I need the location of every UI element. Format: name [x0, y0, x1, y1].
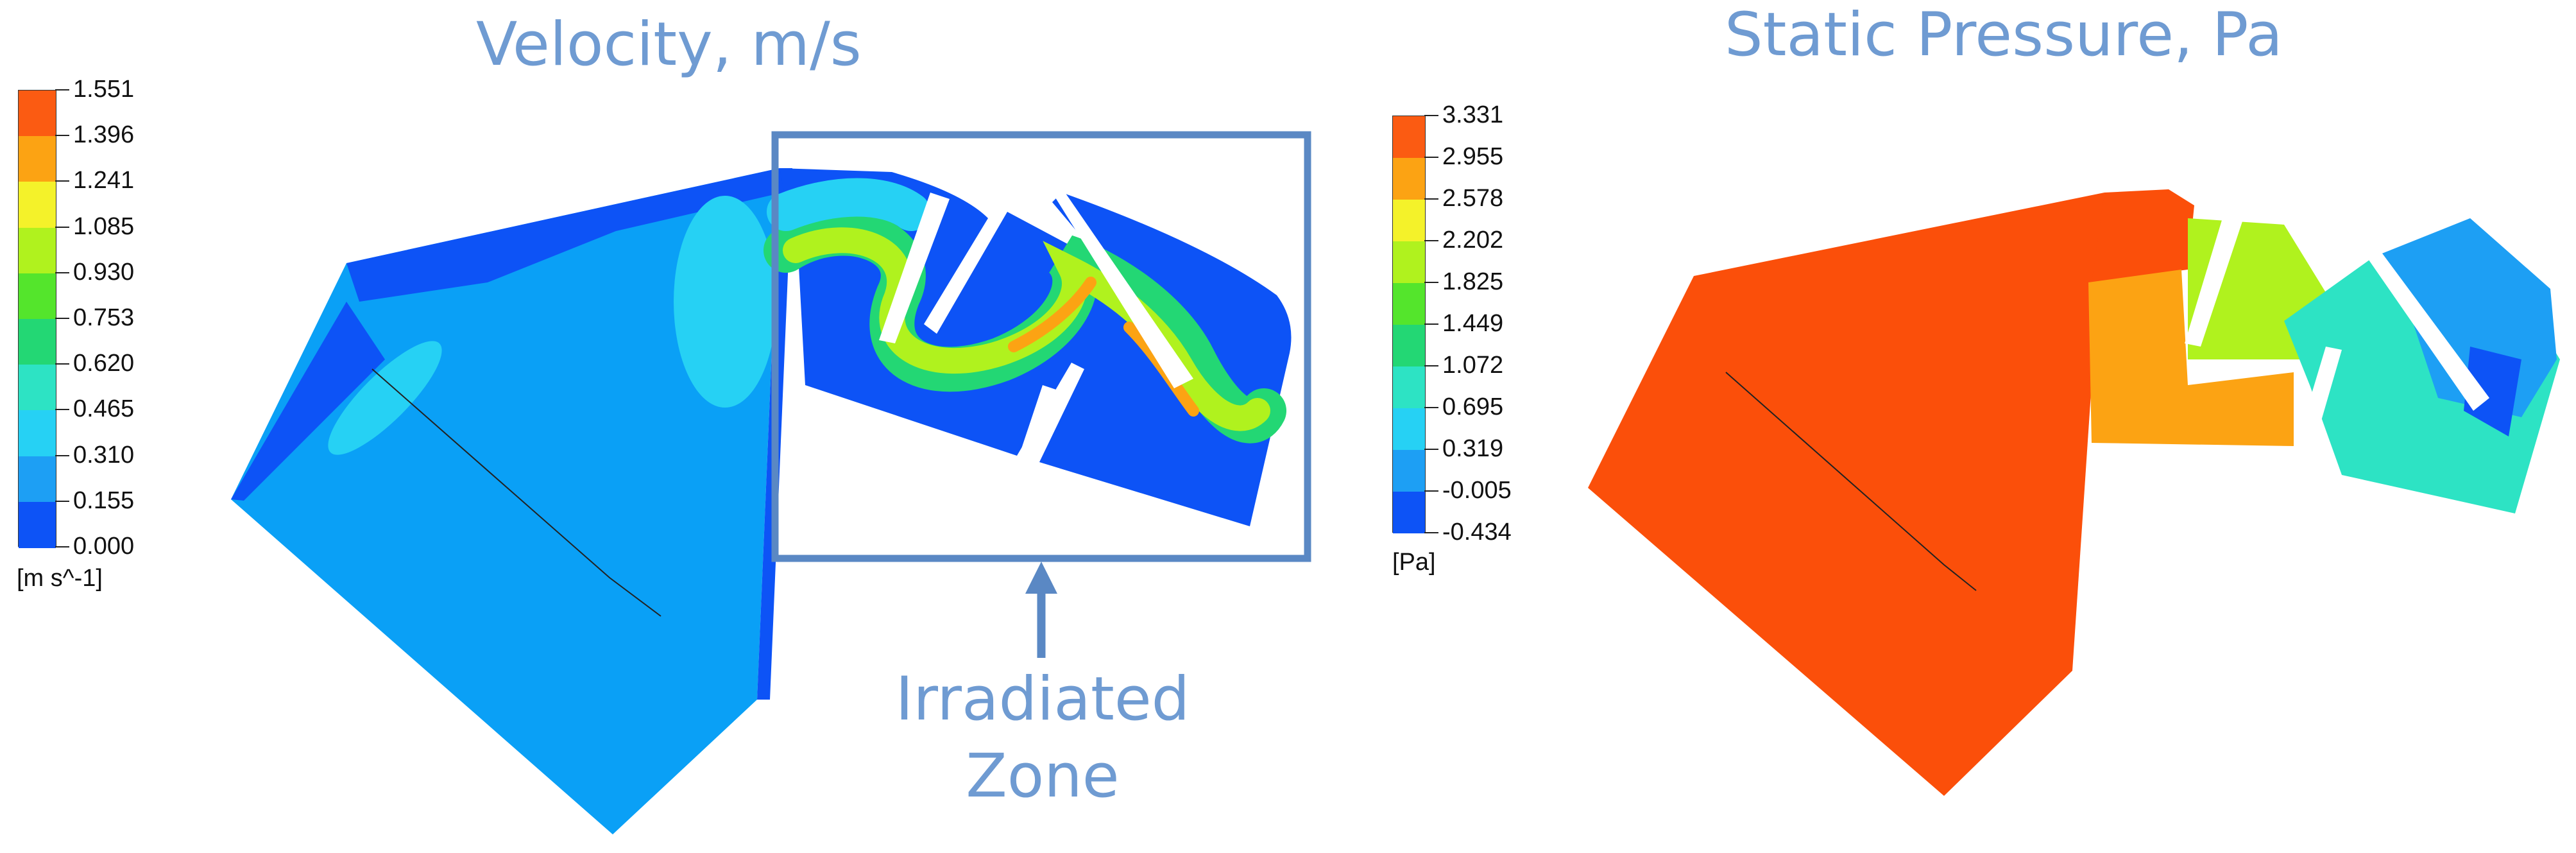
- pressure-legend-segment: [1393, 200, 1425, 241]
- irradiated-zone-line1: Irradiated: [895, 664, 1190, 734]
- pressure-baffle-1: [2185, 205, 2246, 347]
- velocity-legend-segment: [19, 501, 56, 548]
- pressure-legend-label: 1.072: [1442, 352, 1504, 379]
- pressure-legend-segment: [1393, 366, 1425, 408]
- pressure-legend-label: 2.202: [1442, 227, 1504, 254]
- velocity-legend-segment: [19, 456, 56, 503]
- irradiated-zone-arrow-head: [1025, 562, 1057, 594]
- pressure-legend-tick: [1424, 157, 1438, 158]
- pressure-legend-segment: [1393, 241, 1425, 283]
- velocity-legend-label: 1.396: [73, 121, 135, 149]
- velocity-wall-layer-left: [231, 302, 385, 501]
- pressure-legend-segment: [1393, 408, 1425, 450]
- velocity-baffle-1: [879, 193, 950, 343]
- pressure-legend-label: 1.449: [1442, 310, 1504, 337]
- velocity-legend-segment: [19, 319, 56, 365]
- velocity-legend-segment: [19, 365, 56, 411]
- pressure-legend-label: 3.331: [1442, 101, 1504, 128]
- velocity-cyan-region-top: [674, 196, 776, 408]
- pressure-outlet-lowest: [2464, 347, 2521, 436]
- pressure-legend-label: 0.319: [1442, 435, 1504, 462]
- velocity-cyan-region-left: [328, 341, 442, 455]
- pressure-legend-tick: [1424, 323, 1438, 325]
- pressure-legend-tick: [1424, 365, 1438, 366]
- pressure-legend-tick: [1424, 240, 1438, 241]
- pressure-legend-segment: [1393, 325, 1425, 366]
- pressure-legend-label: 1.825: [1442, 268, 1504, 295]
- velocity-legend-label: 0.465: [73, 395, 135, 423]
- pressure-legend-label: -0.434: [1442, 519, 1512, 546]
- velocity-legend-label: 0.000: [73, 533, 135, 560]
- pressure-legend-segment: [1393, 283, 1425, 325]
- pressure-legend-tick: [1424, 198, 1438, 200]
- velocity-legend-label: 0.620: [73, 350, 135, 377]
- velocity-wall-layer-top: [346, 168, 783, 302]
- pressure-units: [Pa]: [1392, 549, 1436, 576]
- pressure-legend-tick: [1424, 532, 1438, 533]
- pressure-channel-top: [2092, 189, 2194, 282]
- velocity-legend-label: 1.085: [73, 212, 135, 240]
- pressure-legend-tick: [1424, 115, 1438, 116]
- velocity-legend-segment: [19, 227, 56, 274]
- velocity-title: Velocity, m/s: [476, 10, 862, 80]
- pressure-legend-segment: [1393, 492, 1425, 533]
- velocity-legend-segment: [19, 273, 56, 320]
- velocity-upper-stream: [767, 178, 930, 231]
- pressure-legend-label: 2.955: [1442, 143, 1504, 170]
- pressure-legend-tick: [1424, 407, 1438, 408]
- pressure-legend-segment: [1393, 450, 1425, 492]
- velocity-legend-tick: [55, 318, 69, 319]
- pressure-chamber-orange: [2088, 270, 2294, 446]
- velocity-legend-segment: [19, 410, 56, 457]
- velocity-legend-label: 0.930: [73, 258, 135, 286]
- velocity-legend-label: 0.753: [73, 304, 135, 331]
- pressure-legend-label: 2.578: [1442, 185, 1504, 212]
- pressure-baffle-3: [2335, 212, 2489, 411]
- velocity-legend-tick: [55, 546, 69, 547]
- velocity-legend-label: 0.310: [73, 441, 135, 469]
- velocity-legend-tick: [55, 89, 69, 90]
- velocity-legend-segment: [19, 136, 56, 183]
- velocity-legend-label: 0.155: [73, 487, 135, 514]
- irradiated-zone-label: Irradiated Zone: [882, 661, 1203, 816]
- velocity-legend-label: 1.551: [73, 76, 135, 103]
- velocity-inner-edge: [371, 368, 661, 617]
- velocity-baffle-3: [1052, 193, 1193, 388]
- pressure-title: Static Pressure, Pa: [1725, 0, 2283, 70]
- pressure-legend-segment: [1393, 158, 1425, 200]
- velocity-units: [m s^-1]: [17, 565, 103, 592]
- pressure-legend-tick: [1424, 282, 1438, 283]
- velocity-legend-tick: [55, 180, 69, 182]
- pressure-legend-tick: [1424, 449, 1438, 450]
- pressure-inner-edge: [1725, 372, 1977, 591]
- pressure-baffle-2: [2297, 347, 2342, 449]
- velocity-legend-segment: [19, 182, 56, 228]
- velocity-legend-tick: [55, 409, 69, 411]
- pressure-legend-tick: [1424, 490, 1438, 492]
- velocity-legend-tick: [55, 135, 69, 137]
- velocity-legend-tick: [55, 271, 69, 273]
- irradiated-zone-line2: Zone: [966, 741, 1120, 812]
- pressure-legend-segment: [1393, 116, 1425, 158]
- pressure-reactor-body: [1588, 193, 2104, 796]
- pressure-legend-label: 0.695: [1442, 393, 1504, 420]
- velocity-legend-segment: [19, 90, 56, 137]
- velocity-legend-tick: [55, 454, 69, 456]
- velocity-color-bar: [18, 90, 56, 548]
- pressure-color-bar: [1392, 116, 1426, 533]
- velocity-legend-tick: [55, 226, 69, 228]
- velocity-legend-tick: [55, 363, 69, 365]
- velocity-legend-tick: [55, 500, 69, 502]
- velocity-baffle-2: [1017, 385, 1062, 469]
- velocity-legend-label: 1.241: [73, 167, 135, 194]
- pressure-legend-label: -0.005: [1442, 477, 1512, 504]
- irradiated-zone-box: [771, 131, 1311, 562]
